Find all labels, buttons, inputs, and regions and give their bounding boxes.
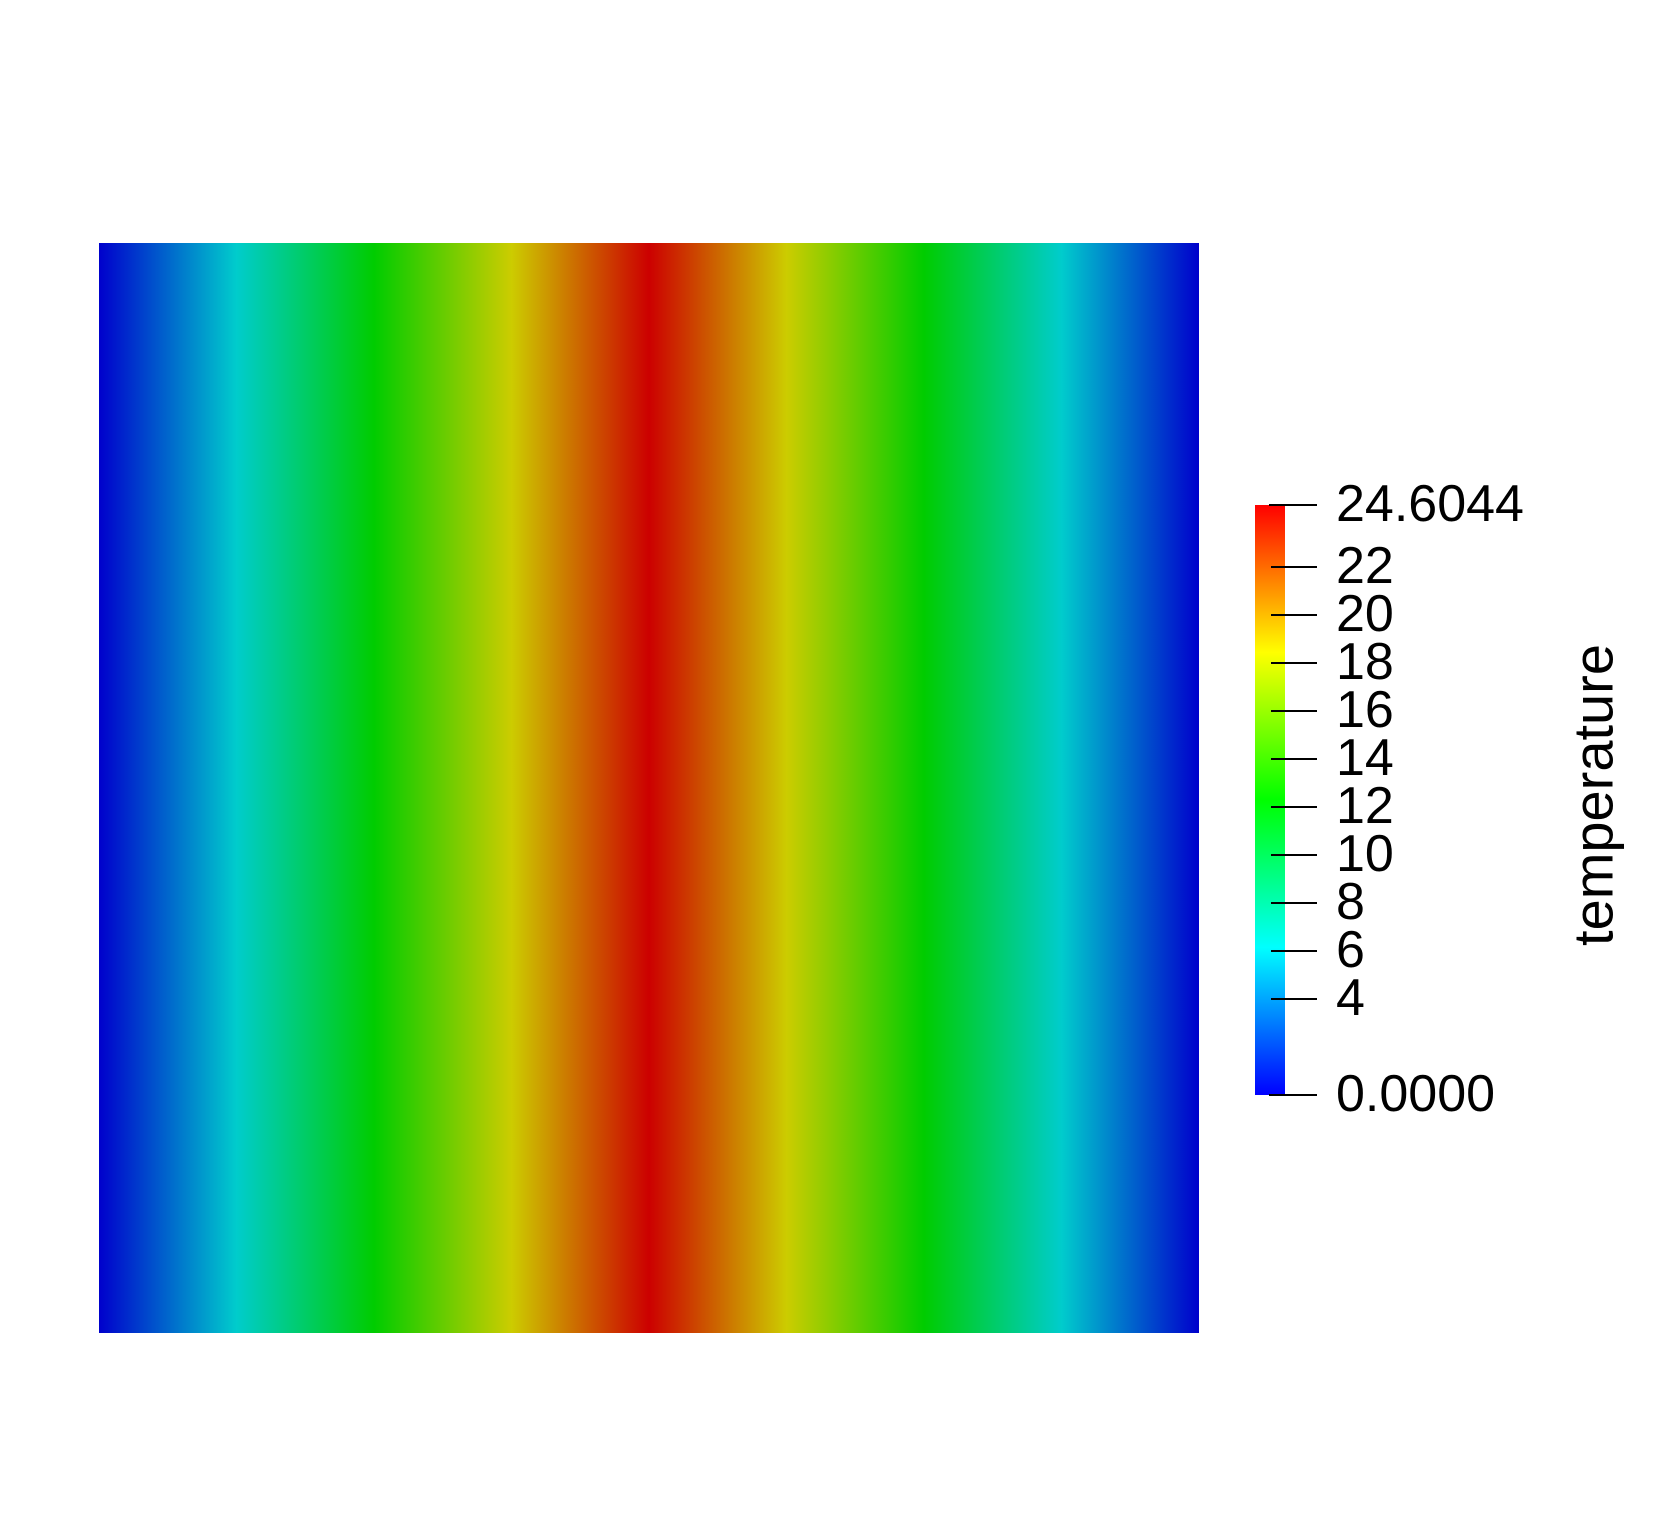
colorbar-title: temperature <box>1561 644 1625 946</box>
colorbar-tick <box>1271 950 1317 953</box>
colorbar-gradient <box>1255 505 1285 1095</box>
colorbar-tick <box>1271 614 1317 617</box>
temperature-field-surface <box>99 243 1199 1333</box>
colorbar-min-label: 0.0000 <box>1336 1064 1496 1123</box>
colorbar-tick-label: 6 <box>1336 921 1365 980</box>
colorbar-legend: 24.6044 0.0000 4 6 8 10 12 14 16 18 20 22 <box>1255 478 1655 1120</box>
colorbar-tick <box>1271 566 1317 569</box>
colorbar-tick <box>1271 710 1317 713</box>
colorbar-min-tick <box>1269 1094 1317 1096</box>
colorbar-tick <box>1271 854 1317 857</box>
colorbar-tick <box>1271 662 1317 665</box>
colorbar-tick <box>1271 758 1317 761</box>
colorbar-tick-label: 8 <box>1336 873 1365 932</box>
colorbar-tick-label: 4 <box>1336 969 1365 1028</box>
colorbar-tick <box>1271 806 1317 809</box>
colorbar-tick-label: 12 <box>1336 777 1394 836</box>
colorbar-tick-label: 20 <box>1336 585 1394 644</box>
colorbar-max-label: 24.6044 <box>1336 474 1524 533</box>
colorbar-max-tick <box>1269 504 1317 506</box>
colorbar-tick-label: 22 <box>1336 537 1394 596</box>
colorbar-tick-label: 16 <box>1336 681 1394 740</box>
colorbar-tick-label: 18 <box>1336 633 1394 692</box>
colorbar-tick <box>1271 998 1317 1001</box>
colorbar-tick-label: 14 <box>1336 729 1394 788</box>
colorbar-tick-label: 10 <box>1336 825 1394 884</box>
colorbar-tick <box>1271 902 1317 905</box>
